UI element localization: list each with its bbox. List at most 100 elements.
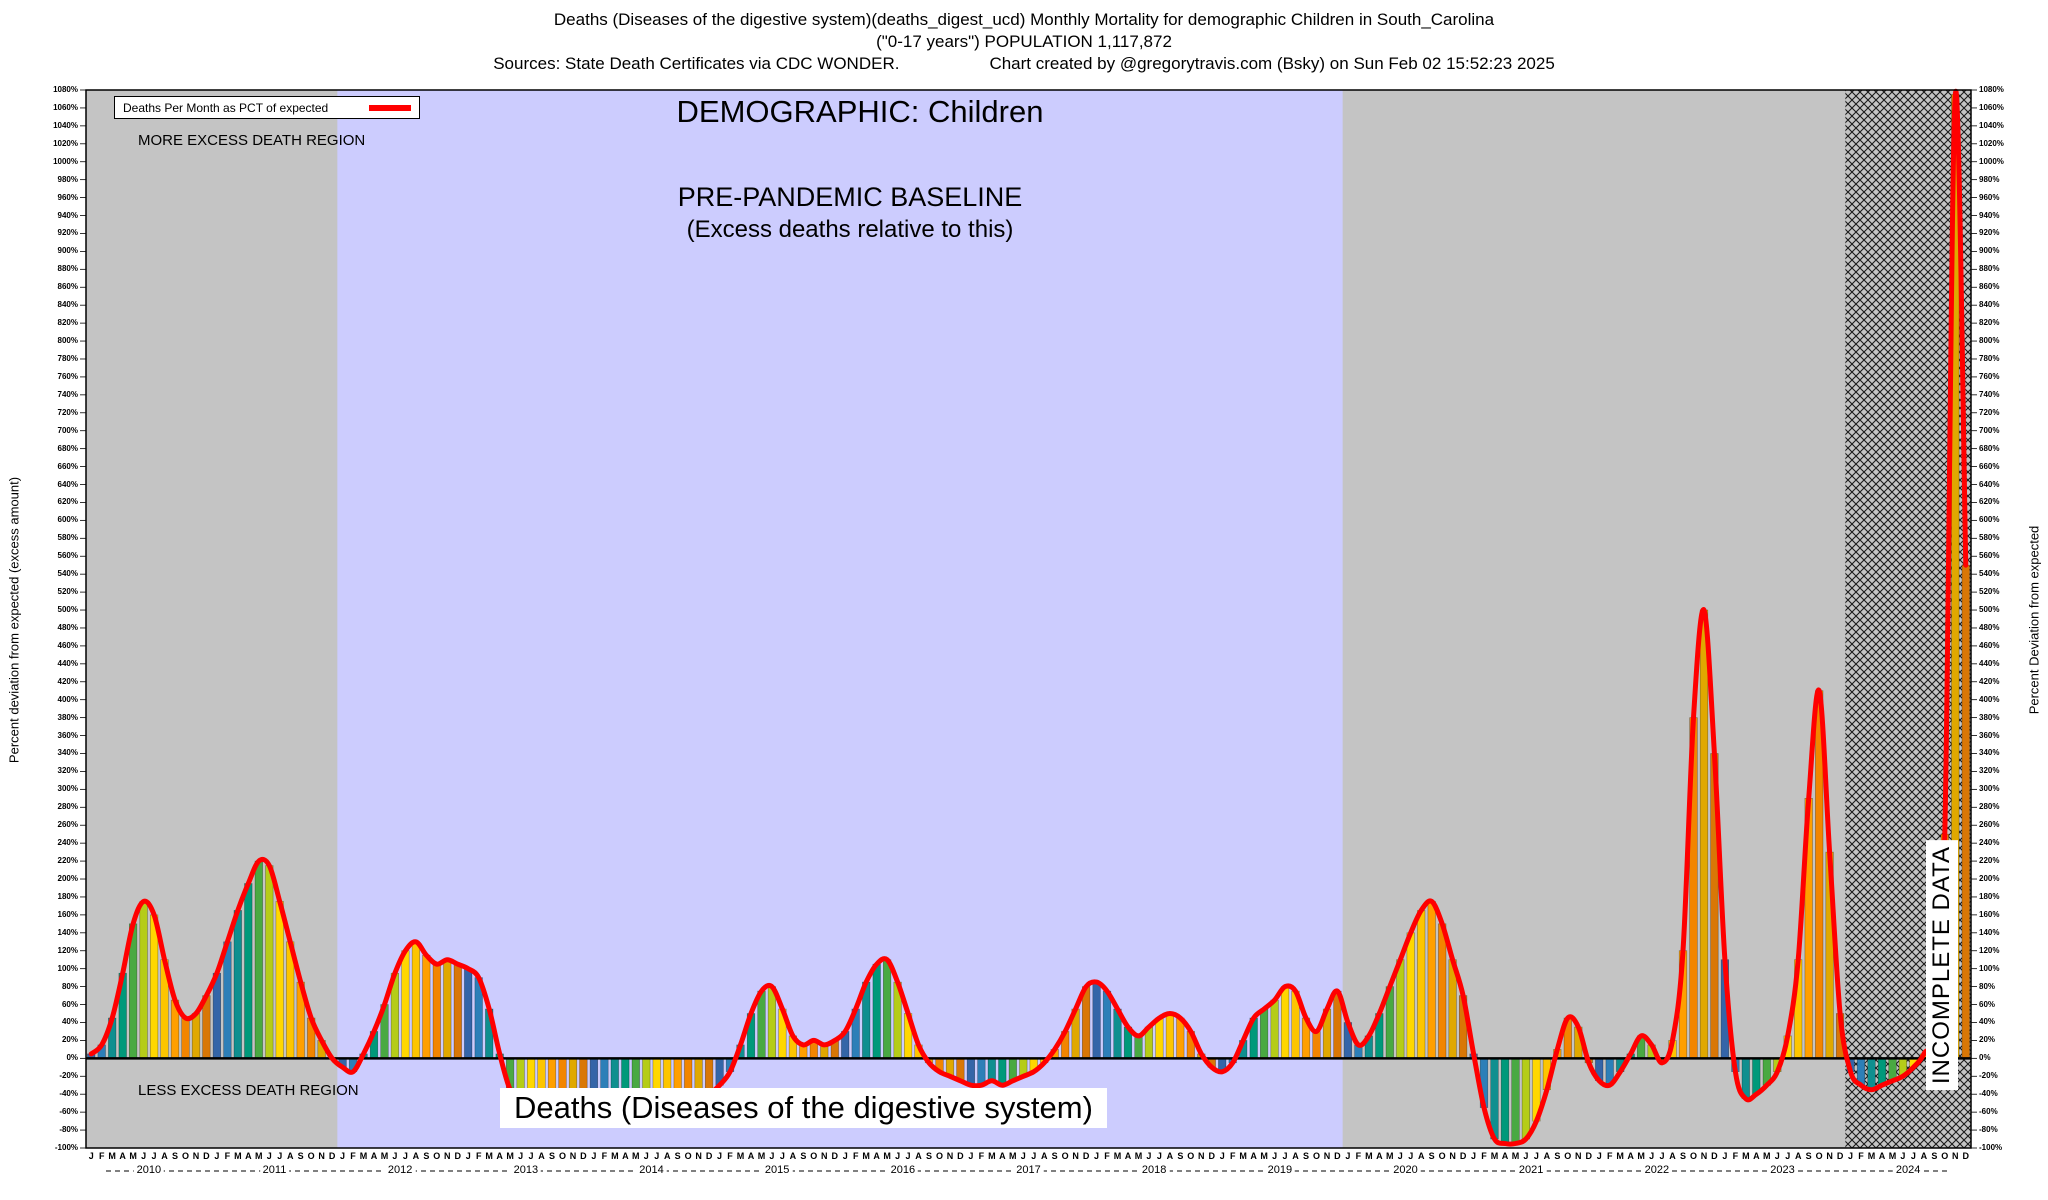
y-tick-label: 1020% [1979,138,2004,148]
month-tick-label: J [141,1151,147,1161]
y-tick-label: 740% [57,389,78,399]
page-title-line2: ("0-17 years") POPULATION 1,117,872 [876,32,1172,51]
y-tick-label: 620% [1979,497,2000,507]
month-tick-label: J [842,1151,848,1161]
month-tick-label: F [224,1151,231,1161]
y-tick-label: 880% [57,264,78,274]
incomplete-data-label: INCOMPLETE DATA [1926,840,1958,1091]
y-tick-label: 800% [1979,336,2000,346]
month-tick-label: J [1774,1151,1780,1161]
month-tick-label: M [129,1151,137,1161]
year-label: 2016 [887,1164,919,1176]
y-tick-label: 180% [1979,891,2000,901]
month-tick-label: J [1094,1151,1100,1161]
month-tick-label: M [506,1151,514,1161]
right-axis-title: Percent Deviation from expected [2026,525,2042,715]
month-tick-label: J [518,1151,524,1161]
month-tick-label: A [915,1151,922,1161]
month-tick-label: J [769,1151,775,1161]
legend-label: Deaths Per Month as PCT of expected [123,100,329,115]
month-tick-label: A [789,1151,797,1161]
y-tick-label: 900% [1979,246,2000,256]
y-tick-label: 60% [61,999,78,1009]
y-tick-label: 480% [57,622,78,632]
y-tick-label: 760% [57,371,78,381]
y-tick-label: -20% [1979,1071,1998,1081]
month-tick-label: A [538,1151,545,1161]
month-tick-label: N [1323,1151,1331,1161]
month-tick-label: A [999,1151,1006,1161]
month-tick-label: F [601,1151,608,1161]
y-tick-label: 220% [1979,856,2000,866]
y-tick-label: 1080% [53,85,78,94]
month-tick-label: J [528,1151,534,1161]
y-tick-label: 680% [1979,443,2000,453]
month-tick-label: M [359,1151,368,1161]
month-tick-label: N [695,1151,702,1161]
month-tick-label: J [1533,1151,1539,1161]
y-tick-label: 800% [57,336,78,346]
month-tick-label: J [392,1151,398,1161]
month-tick-label: M [611,1151,619,1161]
y-tick-label: 260% [1979,820,2000,830]
year-label: 2011 [259,1164,290,1176]
year-label: 2018 [1138,1164,1170,1176]
y-tick-label: 980% [57,174,78,184]
month-tick-label: F [1355,1151,1362,1161]
month-tick-label: M [1365,1151,1373,1161]
month-tick-label: A [1669,1151,1676,1161]
year-label: 2021 [1515,1164,1547,1176]
y-tick-label: 520% [1979,587,2000,597]
month-tick-label: F [978,1151,985,1161]
month-tick-label: O [307,1151,315,1161]
credit-text: Chart created by @gregorytravis.com (Bsk… [989,54,1555,73]
y-tick-label: 140% [1979,927,2000,937]
month-tick-label: M [108,1151,116,1161]
month-tick-label: S [171,1151,178,1161]
y-tick-label: 60% [1979,999,1996,1009]
month-tick-label: A [286,1151,294,1161]
month-tick-label: J [151,1151,157,1161]
page-title-line1: Deaths (Diseases of the digestive system… [553,10,1495,29]
month-tick-label: F [727,1151,733,1161]
month-tick-label: A [663,1151,671,1161]
y-tick-label: 1040% [1979,120,2004,130]
demographic-title: DEMOGRAPHIC: Children [676,94,1044,129]
month-tick-label: J [266,1151,272,1161]
y-tick-label: 720% [1979,407,2000,417]
y-tick-label: 240% [57,838,78,848]
month-tick-label: O [1438,1151,1446,1161]
month-tick-label: J [1848,1151,1854,1161]
month-tick-label: D [1459,1151,1467,1161]
y-tick-label: 840% [57,300,78,310]
month-tick-label: S [1554,1151,1561,1161]
month-tick-label: J [643,1151,649,1161]
year-label: 2013 [510,1164,542,1176]
y-tick-label: 460% [57,640,78,650]
y-tick-label: 200% [57,874,78,884]
month-tick-label: S [674,1151,681,1161]
month-tick-label: A [747,1151,755,1161]
y-tick-label: 420% [1979,676,2000,686]
month-tick-label: F [1606,1151,1613,1161]
month-tick-label: A [873,1151,880,1161]
month-tick-label: S [1679,1151,1686,1161]
month-tick-label: N [1575,1151,1582,1161]
year-label: 2023 [1767,1164,1798,1176]
y-tick-label: -60% [1979,1107,1998,1117]
y-tick-label: 360% [1979,730,2000,740]
y-tick-label: 0% [66,1053,78,1063]
y-tick-label: -80% [59,1125,78,1135]
month-tick-label: A [1124,1151,1132,1161]
y-tick-label: 380% [57,712,78,722]
month-tick-label: A [1794,1151,1802,1161]
y-tick-label: 1040% [53,120,78,130]
month-tick-label: F [98,1151,105,1161]
month-tick-label: A [1040,1151,1048,1161]
y-tick-label: 280% [57,802,78,812]
month-tick-label: D [1962,1151,1970,1161]
month-tick-label: J [1785,1151,1791,1161]
year-label: 2010 [133,1164,165,1176]
month-tick-label: N [1072,1151,1079,1161]
